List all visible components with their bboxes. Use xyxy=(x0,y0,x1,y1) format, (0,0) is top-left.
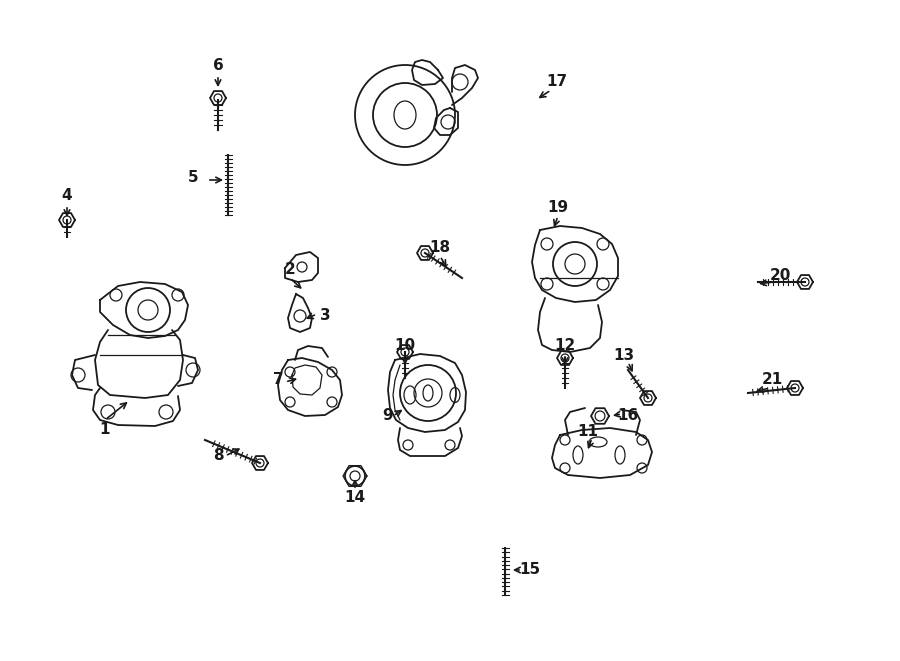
Text: 8: 8 xyxy=(212,447,223,463)
Text: 17: 17 xyxy=(546,75,568,89)
Text: 13: 13 xyxy=(614,348,634,362)
Text: 7: 7 xyxy=(273,373,284,387)
Text: 12: 12 xyxy=(554,338,576,352)
Text: 5: 5 xyxy=(188,171,198,186)
Text: 3: 3 xyxy=(320,307,330,323)
Text: 11: 11 xyxy=(578,424,599,440)
Text: 14: 14 xyxy=(345,490,365,506)
Text: 1: 1 xyxy=(100,422,110,438)
Text: 20: 20 xyxy=(770,268,791,282)
Text: 16: 16 xyxy=(617,407,639,422)
Text: 19: 19 xyxy=(547,200,569,215)
Text: 21: 21 xyxy=(761,373,783,387)
Text: 10: 10 xyxy=(394,338,416,352)
Text: 15: 15 xyxy=(519,563,541,578)
Text: 18: 18 xyxy=(429,241,451,256)
Text: 4: 4 xyxy=(62,188,72,202)
Text: 9: 9 xyxy=(382,407,393,422)
Text: 2: 2 xyxy=(284,262,295,278)
Text: 6: 6 xyxy=(212,58,223,73)
